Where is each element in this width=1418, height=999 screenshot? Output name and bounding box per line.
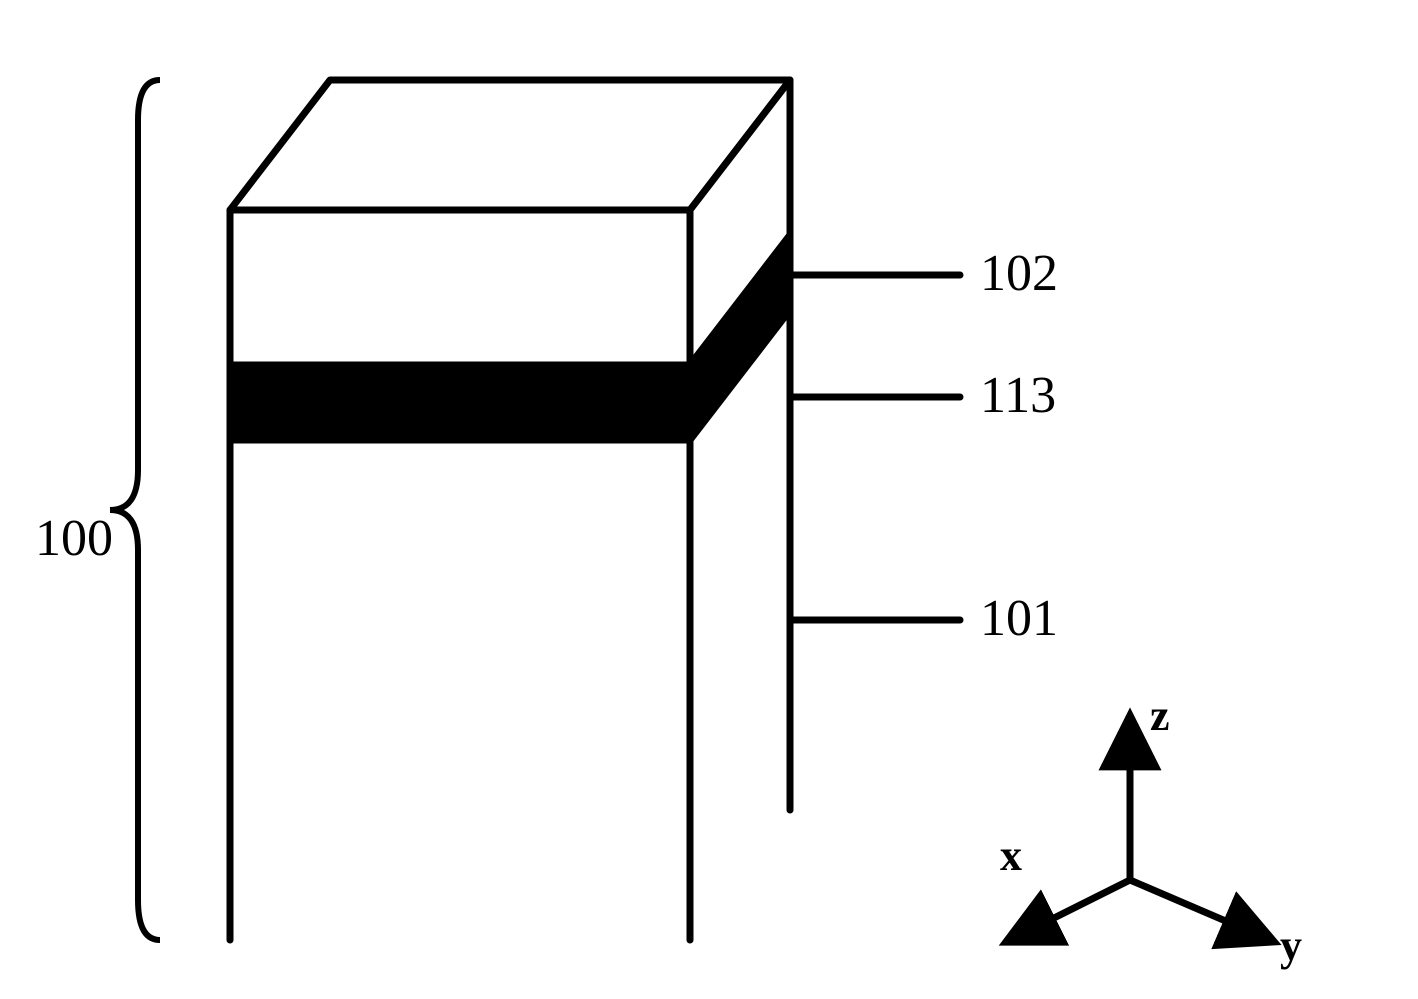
axis-label-y: y xyxy=(1280,921,1302,970)
axis-label-z: z xyxy=(1150,691,1170,740)
label-102: 102 xyxy=(980,245,1058,302)
axis-x xyxy=(1010,880,1130,940)
axis-label-x: x xyxy=(1000,831,1022,880)
label-113: 113 xyxy=(980,367,1056,424)
bracket-100 xyxy=(110,80,160,940)
label-100: 100 xyxy=(35,510,113,567)
layer-113-front xyxy=(230,365,690,440)
layer-102-front xyxy=(230,210,690,365)
prism xyxy=(230,80,790,940)
axis-y xyxy=(1130,880,1270,940)
label-101: 101 xyxy=(980,590,1058,647)
